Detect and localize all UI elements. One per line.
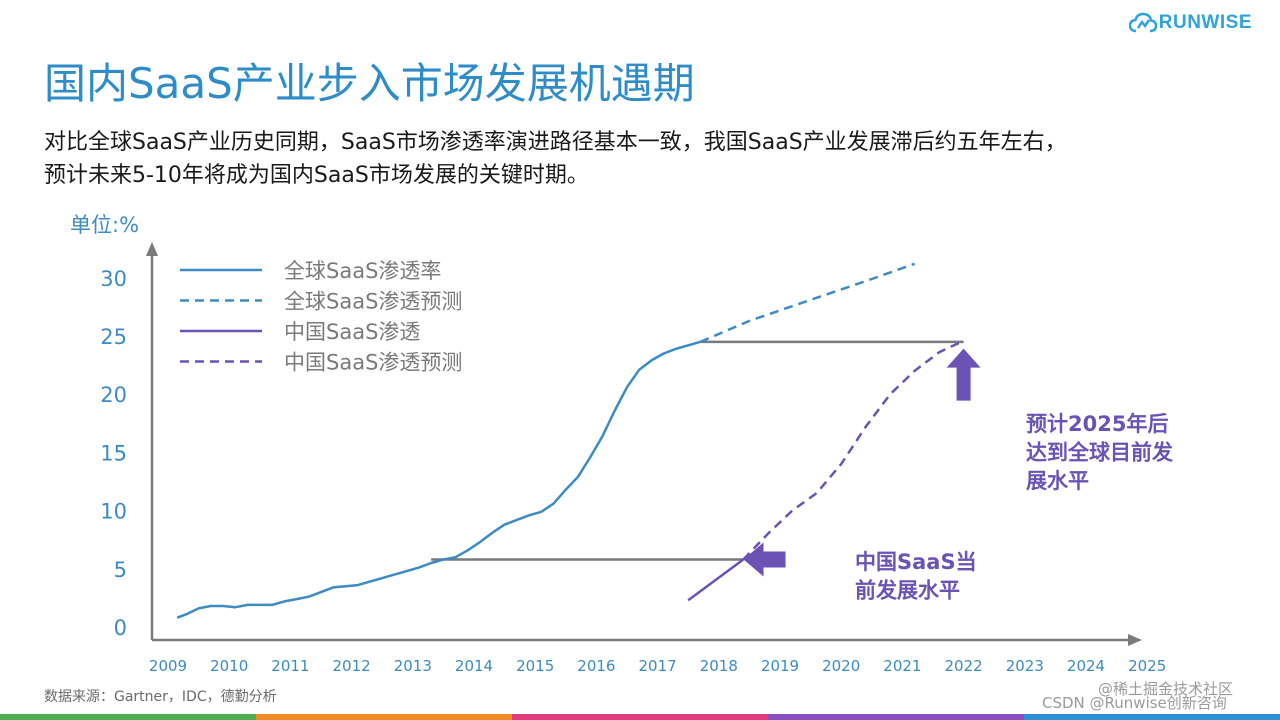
x-tick-label: 2020 — [822, 657, 860, 675]
bottom-bar-segment — [256, 714, 512, 720]
series-line-全球SaaS渗透预测 — [699, 262, 916, 343]
runwise-logo: RUNWISE — [1128, 12, 1252, 34]
x-tick-label: 2012 — [333, 657, 371, 675]
x-tick-label: 2022 — [945, 657, 983, 675]
csdn-watermark: CSDN @Runwise创新咨询 — [1042, 694, 1227, 712]
y-tick-label: 25 — [100, 325, 127, 349]
x-tick-label: 2017 — [639, 657, 677, 675]
legend-label: 中国SaaS渗透 — [284, 320, 420, 344]
bottom-bar-segment — [512, 714, 768, 720]
data-source: 数据来源：Gartner，IDC，德勤分析 — [44, 689, 277, 705]
y-tick-label: 30 — [100, 267, 127, 291]
y-tick-label: 15 — [100, 441, 127, 465]
subtitle: 对比全球SaaS产业历史同期，SaaS市场渗透率演进路径基本一致，我国SaaS产… — [44, 126, 1254, 192]
logo-text: RUNWISE — [1158, 12, 1252, 33]
page-title: 国内SaaS产业步入市场发展机遇期 — [44, 59, 695, 108]
x-tick-label: 2016 — [577, 657, 615, 675]
up-arrow-icon — [946, 348, 981, 401]
x-axis-arrow — [1128, 634, 1142, 646]
x-tick-label: 2010 — [210, 657, 248, 675]
x-tick-label: 2018 — [700, 657, 738, 675]
annotation-text-future: 达到全球目前发 — [1026, 441, 1174, 465]
y-unit-label: 单位:% — [70, 213, 139, 237]
x-tick-label: 2021 — [883, 657, 921, 675]
legend-label: 全球SaaS渗透预测 — [284, 290, 462, 314]
bottom-bar-segment — [1024, 714, 1280, 720]
x-tick-label: 2019 — [761, 657, 799, 675]
subtitle-line-1: 对比全球SaaS产业历史同期，SaaS市场渗透率演进路径基本一致，我国SaaS产… — [44, 130, 1067, 155]
bottom-color-bar — [0, 714, 1280, 720]
annotation-text-current: 前发展水平 — [855, 579, 960, 603]
x-tick-label: 2009 — [149, 657, 187, 675]
x-tick-label: 2024 — [1067, 657, 1105, 675]
y-tick-label: 20 — [100, 383, 127, 407]
bottom-bar-segment — [0, 714, 256, 720]
juejin-watermark: @稀土掘金技术社区 — [1098, 680, 1234, 698]
series-line-中国SaaS渗透 — [687, 558, 745, 602]
annotation-text-future: 展水平 — [1026, 469, 1089, 493]
series-line-全球SaaS渗透率 — [176, 340, 701, 619]
y-tick-label: 10 — [100, 500, 127, 524]
bottom-bar-segment — [768, 714, 1024, 720]
y-tick-label: 0 — [114, 616, 127, 640]
x-tick-label: 2013 — [394, 657, 432, 675]
annotation-text-current: 中国SaaS当 — [855, 550, 977, 574]
legend-label: 全球SaaS渗透率 — [284, 259, 441, 283]
x-tick-label: 2015 — [516, 657, 554, 675]
x-tick-label: 2011 — [271, 657, 309, 675]
x-tick-label: 2023 — [1006, 657, 1044, 675]
cloud-logo-icon — [1128, 12, 1157, 33]
x-tick-label: 2025 — [1128, 657, 1166, 675]
y-tick-label: 5 — [114, 558, 127, 582]
x-tick-label: 2014 — [455, 657, 493, 675]
y-axis-arrow — [146, 242, 158, 256]
legend-label: 中国SaaS渗透预测 — [284, 351, 462, 375]
left-arrow-icon — [743, 542, 786, 577]
subtitle-line-2: 预计未来5-10年将成为国内SaaS市场发展的关键时期。 — [44, 163, 589, 188]
annotation-text-future: 预计2025年后 — [1026, 412, 1168, 436]
series-line-中国SaaS渗透预测 — [742, 339, 965, 561]
